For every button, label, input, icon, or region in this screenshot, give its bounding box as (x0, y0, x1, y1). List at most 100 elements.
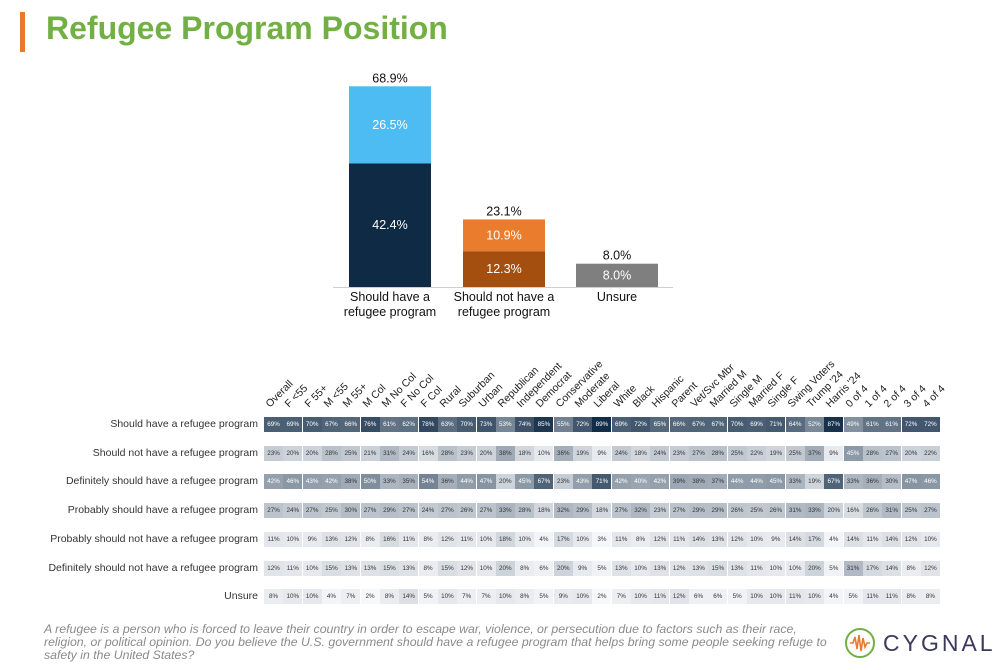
heatmap-cell: 23% (650, 503, 670, 519)
logo-wordmark: CYGNAL (883, 630, 996, 656)
bar-segment (349, 86, 431, 164)
heatmap-cell: 13% (321, 531, 341, 547)
heatmap-cell: 70% (727, 417, 747, 432)
heatmap-cell: 36% (862, 474, 882, 490)
heatmap-cell: 25% (341, 445, 361, 461)
heatmap-cell: 10% (785, 560, 805, 576)
heatmap-cell: 31% (882, 503, 902, 519)
heatmap-cell: 66% (341, 417, 361, 432)
heatmap-cell: 28% (708, 445, 728, 461)
heatmap-cell: 9% (553, 589, 573, 605)
heatmap-cell: 5% (824, 560, 844, 576)
heatmap-cell: 61% (882, 417, 902, 432)
heatmap-cell: 7% (457, 589, 477, 605)
heatmap-cell: 74% (515, 417, 535, 432)
heatmap-cell: 72% (920, 417, 940, 432)
heatmap-cell: 33% (379, 474, 399, 490)
heatmap-cell: 19% (804, 474, 824, 490)
heatmap-cell: 17% (804, 531, 824, 547)
heatmap-cell: 11% (785, 589, 805, 605)
heatmap-cell: 38% (495, 445, 515, 461)
row-label: Unsure (224, 590, 258, 603)
heatmap-cell: 7% (611, 589, 631, 605)
heatmap-cell: 78% (418, 417, 438, 432)
heatmap-cell: 6% (689, 589, 709, 605)
heatmap-cell: 10% (515, 531, 535, 547)
x-tick-label: Unsure (597, 290, 637, 304)
heatmap-cell: 10% (747, 531, 766, 547)
heatmap-cell: 38% (689, 474, 709, 490)
heatmap-cell: 20% (495, 560, 515, 576)
heatmap-cell: 11% (882, 589, 902, 605)
heatmap-cell: 10% (631, 560, 651, 576)
heatmap-cell: 4% (824, 531, 844, 547)
heatmap-cell: 47% (901, 474, 921, 490)
heatmap-cell: 13% (611, 560, 631, 576)
heatmap-cell: 27% (611, 503, 631, 519)
heatmap-cell: 11% (611, 531, 631, 547)
heatmap-cell: 30% (341, 503, 361, 519)
heatmap-cell: 12% (457, 560, 477, 576)
heatmap-cell: 23% (553, 474, 573, 490)
heatmap-cell: 13% (727, 560, 747, 576)
row-label: Should not have a refugee program (92, 446, 258, 459)
heatmap-cell: 12% (437, 531, 457, 547)
x-tick-label: Should not have a (454, 290, 555, 304)
heatmap-cell: 26% (457, 503, 477, 519)
heatmap-cell: 26% (862, 503, 882, 519)
heatmap-cell: 13% (708, 531, 728, 547)
heatmap-cell: 24% (611, 445, 631, 461)
heatmap-cell: 38% (341, 474, 361, 490)
heatmap-cell: 35% (399, 474, 419, 490)
heatmap-cell: 37% (708, 474, 728, 490)
heatmap-cell: 40% (631, 474, 651, 490)
bar-segment-label: 12.3% (486, 262, 521, 276)
heatmap-cell: 69% (264, 417, 283, 432)
heatmap-cell: 12% (669, 589, 689, 605)
heatmap-cell: 53% (495, 417, 515, 432)
heatmap-cell: 70% (457, 417, 477, 432)
heatmap-cell: 44% (727, 474, 747, 490)
heatmap-cell: 36% (437, 474, 457, 490)
heatmap-cell: 44% (457, 474, 477, 490)
heatmap-cell: 23% (669, 445, 689, 461)
row-label: Probably should not have a refugee progr… (50, 532, 258, 545)
heatmap-cell: 49% (843, 417, 863, 432)
heatmap-cell: 42% (321, 474, 341, 490)
heatmap-cell: 8% (901, 560, 921, 576)
heatmap-cell: 27% (360, 503, 380, 519)
heatmap-cell: 4% (321, 589, 341, 605)
heatmap-cell: 72% (573, 417, 593, 432)
heatmap-cell: 9% (592, 445, 612, 461)
heatmap-cell: 29% (379, 503, 399, 519)
heatmap-cell: 10% (283, 589, 303, 605)
heatmap-cell: 8% (920, 589, 940, 605)
heatmap-cell: 62% (399, 417, 419, 432)
heatmap-cell: 23% (264, 445, 283, 461)
heatmap-cell: 10% (302, 589, 322, 605)
heatmap-cell: 23% (457, 445, 477, 461)
heatmap-cell: 9% (766, 531, 786, 547)
heatmap-cell: 5% (592, 560, 612, 576)
wave-circle-icon (845, 628, 875, 658)
heatmap-cell: 5% (727, 589, 747, 605)
heatmap-cell: 8% (379, 589, 399, 605)
heatmap-cell: 28% (862, 445, 882, 461)
heatmap-cell: 18% (534, 503, 554, 519)
heatmap-cell: 64% (785, 417, 805, 432)
heatmap-cell: 8% (418, 560, 438, 576)
heatmap-cell: 63% (437, 417, 457, 432)
x-tick-label: Should have a (350, 290, 430, 304)
heatmap-cell: 69% (611, 417, 631, 432)
heatmap-cell: 9% (573, 560, 593, 576)
heatmap-cell: 8% (901, 589, 921, 605)
heatmap-cell: 14% (882, 531, 902, 547)
heatmap-cell: 20% (302, 445, 322, 461)
bar-segment (463, 219, 545, 252)
heatmap-cell: 46% (920, 474, 940, 490)
heatmap-cell: 20% (804, 560, 824, 576)
bar-segment (349, 163, 431, 287)
heatmap-cell: 8% (515, 589, 535, 605)
heatmap-cell: 28% (437, 445, 457, 461)
heatmap-cell: 71% (592, 474, 612, 490)
